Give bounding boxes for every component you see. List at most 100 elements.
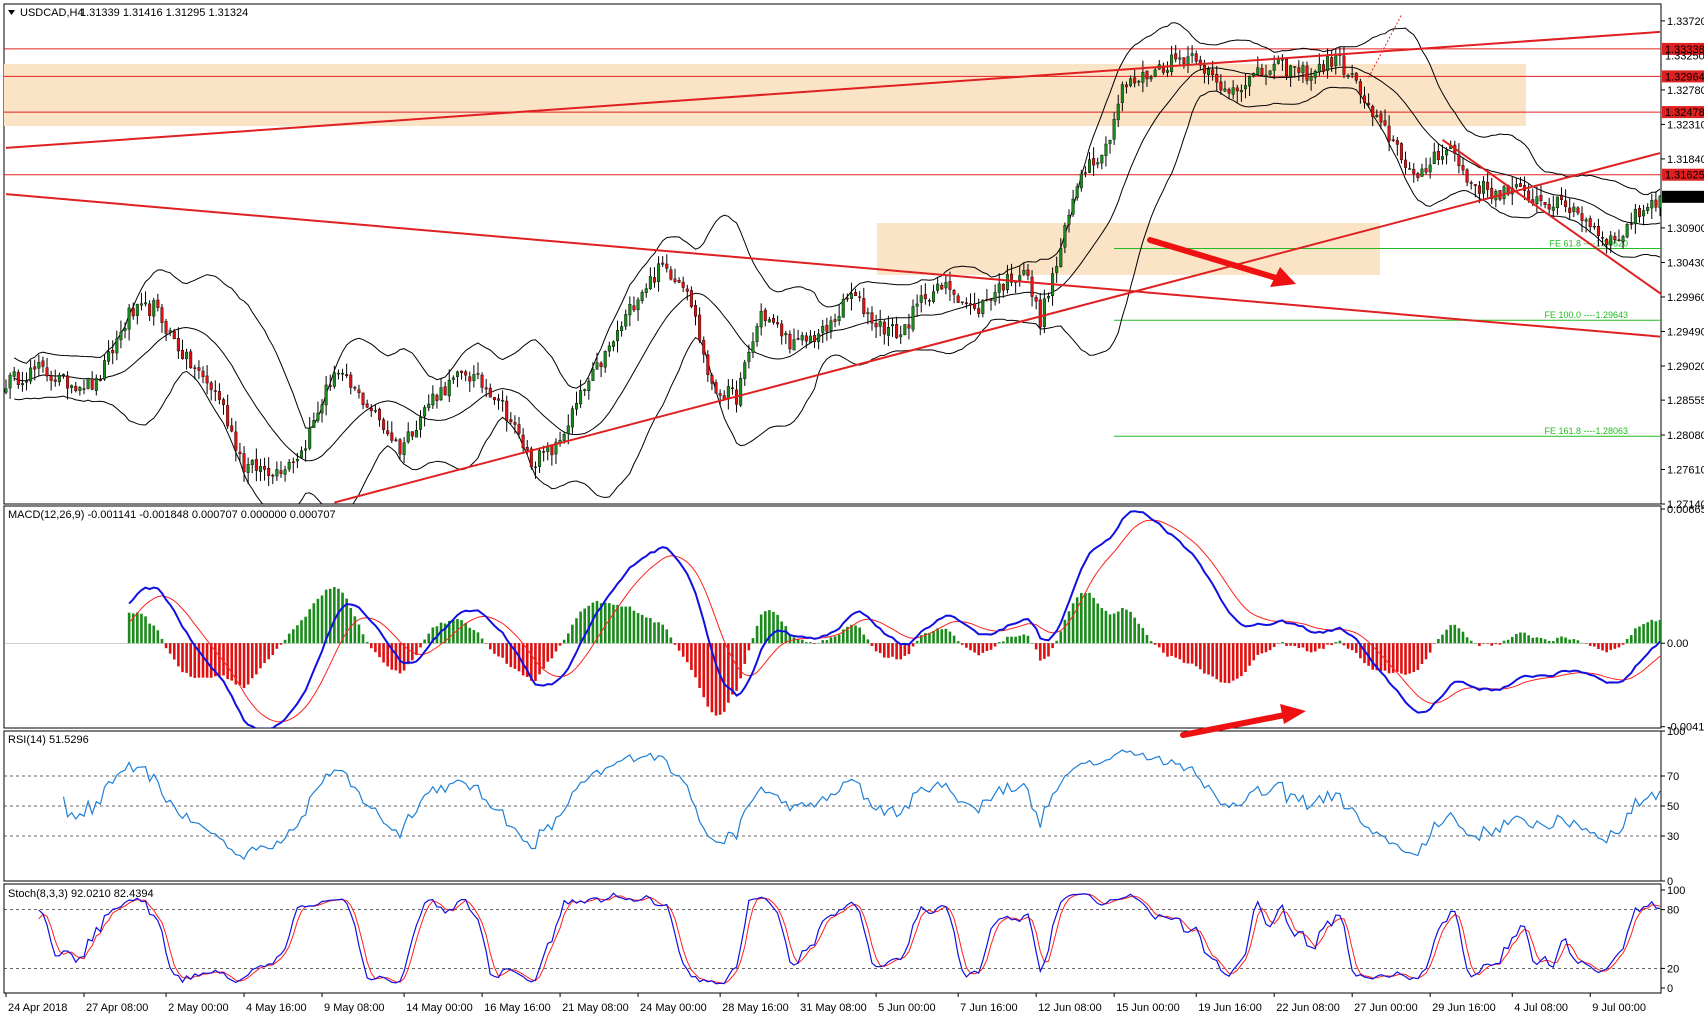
macd-histogram-bar xyxy=(1646,622,1649,644)
price-tag-label: 1.32964 xyxy=(1665,71,1704,83)
macd-histogram-bar xyxy=(944,628,948,644)
macd-histogram-bar xyxy=(1515,633,1518,644)
macd-histogram-bar xyxy=(1412,643,1416,673)
macd-histogram-bar xyxy=(181,643,184,673)
candle-body xyxy=(197,367,201,371)
macd-histogram-bar xyxy=(1026,635,1030,644)
candle-body xyxy=(849,293,853,299)
macd-histogram-bar xyxy=(993,643,997,647)
candle-body xyxy=(139,303,143,306)
candle-body xyxy=(37,362,41,369)
candle-body xyxy=(632,305,636,311)
macd-histogram-bar xyxy=(324,589,328,644)
macd-histogram-bar xyxy=(969,643,972,651)
candle-body xyxy=(1079,173,1083,189)
candle-body xyxy=(607,345,611,352)
macd-histogram-bar xyxy=(1523,632,1526,644)
candle-body xyxy=(767,319,771,323)
candle-body xyxy=(985,298,989,301)
macd-histogram-bar xyxy=(571,624,574,644)
macd-histogram-bar xyxy=(1391,643,1395,673)
macd-histogram-bar xyxy=(1593,643,1596,647)
stoch-panel[interactable] xyxy=(3,883,1662,994)
price-tick-label: 1.30900 xyxy=(1667,223,1704,235)
time-tick-label: 9 May 08:00 xyxy=(324,1002,385,1014)
macd-histogram-bar xyxy=(887,643,890,658)
macd-histogram-bar xyxy=(1014,636,1017,644)
macd-histogram-bar xyxy=(484,643,488,644)
macd-histogram-bar xyxy=(989,643,993,650)
candle-body xyxy=(1609,235,1613,245)
candle-body xyxy=(410,431,414,437)
menu-triangle-icon[interactable] xyxy=(8,10,15,15)
macd-histogram-bar xyxy=(727,643,730,703)
candle-body xyxy=(948,281,952,290)
macd-histogram-bar xyxy=(1268,643,1272,651)
macd-histogram-bar xyxy=(1211,643,1214,677)
macd-histogram-bar xyxy=(620,606,623,644)
candle-body xyxy=(287,461,291,470)
macd-histogram-bar xyxy=(850,624,853,644)
candle-body xyxy=(1133,77,1137,84)
candle-body xyxy=(1572,206,1576,212)
candle-body xyxy=(747,352,751,362)
macd-histogram-bar xyxy=(1338,640,1342,644)
candle-body xyxy=(858,296,862,298)
candle-body xyxy=(1334,54,1338,67)
macd-histogram-bar xyxy=(1006,636,1009,644)
candle-body xyxy=(603,351,607,368)
macd-histogram-bar xyxy=(1601,643,1604,651)
stoch-tick-label: 100 xyxy=(1667,885,1685,897)
candle-body xyxy=(1445,149,1449,156)
macd-panel[interactable] xyxy=(3,505,1662,729)
macd-histogram-bar xyxy=(796,639,800,644)
candle-body xyxy=(1391,139,1395,141)
macd-histogram-bar xyxy=(1149,641,1153,644)
macd-histogram-bar xyxy=(1461,631,1465,644)
candle-body xyxy=(1289,65,1293,77)
candle-body xyxy=(1346,75,1350,77)
macd-histogram-bar xyxy=(1030,643,1034,644)
macd-histogram-bar xyxy=(435,626,439,644)
price-tag xyxy=(1662,70,1704,83)
rsi-title: RSI(14) 51.5296 xyxy=(8,734,89,746)
macd-histogram-bar xyxy=(1494,643,1498,645)
macd-histogram-bar xyxy=(185,643,188,673)
macd-histogram-bar xyxy=(903,643,907,656)
candle-body xyxy=(497,398,501,401)
macd-histogram-bar xyxy=(907,643,911,655)
macd-histogram-bar xyxy=(628,606,632,644)
macd-histogram-bar xyxy=(456,618,459,644)
macd-histogram-bar xyxy=(858,627,861,644)
macd-histogram-bar xyxy=(1080,592,1083,644)
candle-body xyxy=(821,326,825,333)
candle-body xyxy=(250,460,254,465)
candle-body xyxy=(657,263,661,282)
macd-histogram-bar xyxy=(1396,643,1399,672)
macd-histogram-bar xyxy=(1334,642,1338,644)
macd-histogram-bar xyxy=(612,604,615,644)
candle-body xyxy=(960,301,964,303)
macd-histogram-bar xyxy=(394,643,398,671)
macd-histogram-bar xyxy=(1490,643,1494,646)
macd-histogram-bar xyxy=(1112,613,1116,644)
macd-histogram-bar xyxy=(1379,643,1383,672)
macd-histogram-bar xyxy=(246,643,250,685)
macd-histogram-bar xyxy=(653,622,656,644)
candle-body xyxy=(521,434,525,449)
candle-body xyxy=(455,371,459,377)
macd-histogram-bar xyxy=(193,643,197,678)
stoch-tick-label: 80 xyxy=(1667,905,1679,917)
price-tick-label: 1.30430 xyxy=(1667,257,1704,269)
candle-body xyxy=(1408,168,1412,170)
candle-body xyxy=(1440,156,1444,160)
macd-histogram-bar xyxy=(1166,643,1169,657)
candle-body xyxy=(964,302,968,304)
time-tick-label: 24 May 00:00 xyxy=(640,1002,707,1014)
candle-body xyxy=(443,386,447,396)
macd-histogram-bar xyxy=(304,616,307,644)
macd-histogram-bar xyxy=(234,643,238,685)
candle-body xyxy=(1018,275,1022,281)
macd-histogram-bar xyxy=(1096,603,1100,644)
